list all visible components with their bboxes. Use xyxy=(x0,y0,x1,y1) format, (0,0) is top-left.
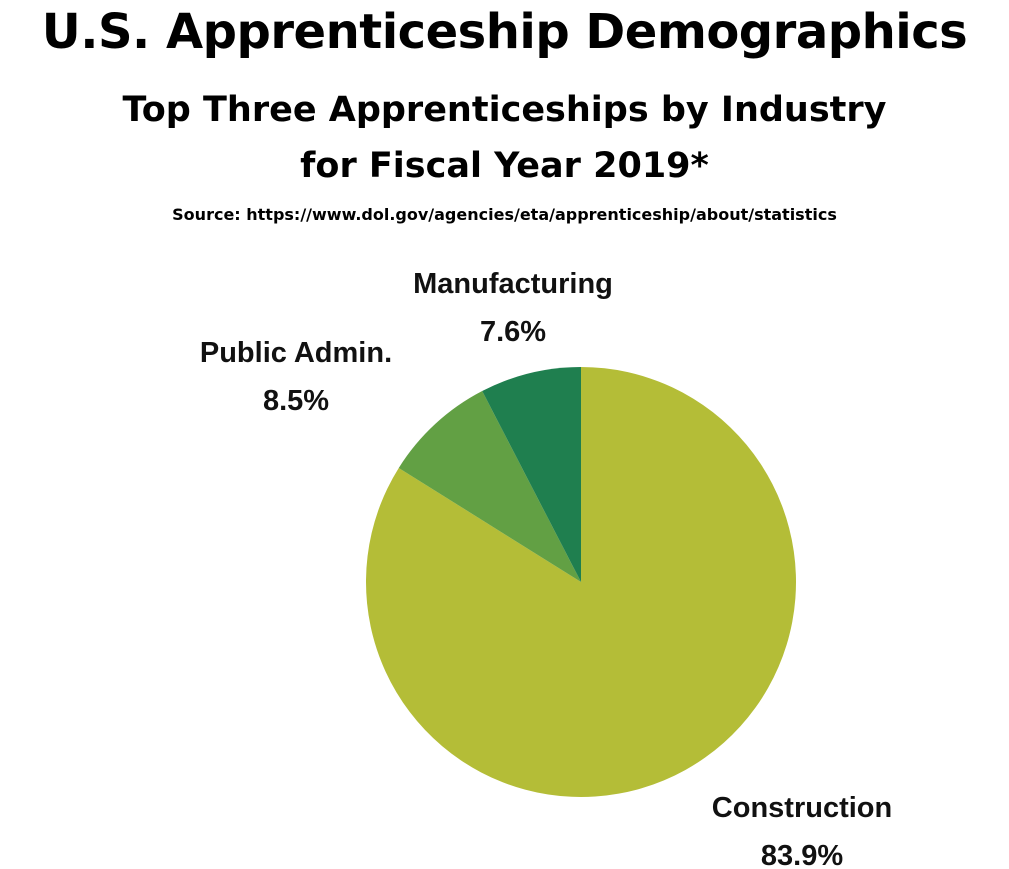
chart-subtitle: Top Three Apprenticeships by Industry fo… xyxy=(0,82,1009,194)
pie-slice-public-admin xyxy=(398,391,581,582)
subtitle-line-2: for Fiscal Year 2019* xyxy=(300,146,709,186)
slice-value-label: 8.5% xyxy=(263,385,329,417)
pie-slice-manufacturing xyxy=(482,367,581,582)
subtitle-line-1: Top Three Apprenticeships by Industry xyxy=(122,90,887,130)
pie-slice-construction xyxy=(366,367,797,797)
slice-label: Public Admin. xyxy=(200,337,392,369)
slice-value-label: 83.9% xyxy=(761,840,843,869)
slice-label: Construction xyxy=(712,792,892,824)
slice-label: Manufacturing xyxy=(413,268,613,300)
source-note: Source: https://www.dol.gov/agencies/eta… xyxy=(172,205,837,224)
slice-value-label: 7.6% xyxy=(480,316,546,348)
chart-title: U.S. Apprenticeship Demographics xyxy=(41,4,968,60)
